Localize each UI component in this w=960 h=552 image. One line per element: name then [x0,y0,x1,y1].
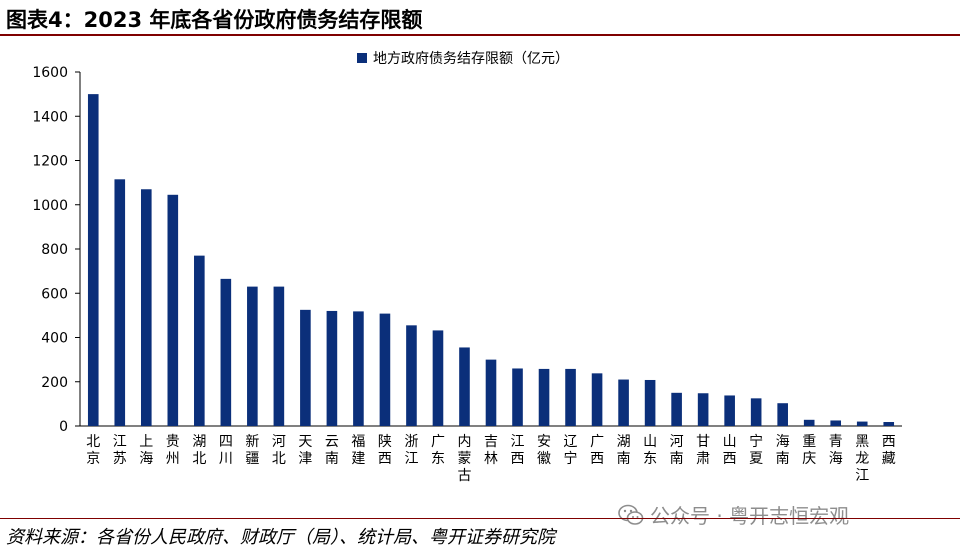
bar-天津 [300,309,311,426]
bar-江西 [512,368,523,426]
x-category-label: 新疆 [245,434,259,467]
bar-甘肃 [697,393,709,426]
bar-浙江 [406,325,417,426]
bar-云南 [326,310,338,426]
x-category-label: 重庆 [802,434,816,467]
y-tick-label: 400 [41,331,68,347]
x-category-label: 河北 [272,434,286,467]
x-category-label: 甘肃 [696,434,710,467]
x-category-label: 江西 [511,434,525,467]
bar-海南 [777,403,788,426]
bar-吉林 [485,359,497,426]
y-tick-label: 800 [41,242,68,258]
legend-swatch [357,53,367,63]
bar-黑龙江 [856,421,868,426]
bar-北京 [87,94,99,426]
y-tick-label: 1000 [32,198,68,214]
x-category-label: 陕西 [378,434,392,467]
y-tick-label: 1600 [32,65,68,81]
x-category-label: 山西 [723,434,737,467]
legend: 地方政府债务结存限额（亿元） [357,51,569,67]
bar-贵州 [167,194,179,426]
bar-湖南 [618,379,629,426]
x-category-label: 浙江 [404,434,418,467]
x-category-label: 河南 [670,434,684,467]
x-category-label: 吉林 [484,434,498,467]
x-category-label: 黑龙江 [855,434,869,484]
bar-山西 [724,395,735,426]
bars [87,94,895,426]
x-category-label: 青海 [829,434,843,467]
bar-辽宁 [565,368,576,426]
bar-chart: 地方政府债务结存限额（亿元） 0 200 400 600 800 1000 1200 1400… [32,51,902,484]
bar-内蒙古 [459,347,470,426]
bar-重庆 [803,419,815,426]
x-category-label: 宁夏 [749,433,763,467]
x-category-label: 江苏 [113,434,127,467]
bar-广东 [432,330,444,426]
x-category-label: 四川 [219,434,233,467]
x-category-label: 贵州 [166,434,180,467]
bar-广西 [591,373,603,426]
x-category-label: 湖北 [192,434,206,467]
x-category-labels: 北京江苏上海贵州湖北四川新疆河北天津云南福建陕西浙江广东内蒙古吉林江西安徽辽宁广… [86,433,895,484]
x-category-label: 广西 [590,434,604,467]
source-note: 资料来源：各省份人民政府、财政厅（局）、统计局、粤开证券研究院 [6,527,555,548]
x-category-label: 山东 [643,434,657,467]
x-category-label: 上海 [139,434,153,467]
bar-宁夏 [750,398,762,426]
bar-山东 [644,379,656,426]
x-category-label: 西藏 [882,434,896,467]
bar-新疆 [247,286,258,426]
y-tick-label: 1200 [32,154,68,170]
bar-西藏 [883,422,895,426]
y-tick-label: 600 [41,286,68,302]
legend-label: 地方政府债务结存限额（亿元） [373,51,569,67]
x-category-label: 天津 [298,434,312,467]
x-category-label: 海南 [776,434,790,467]
x-category-label: 辽宁 [564,434,578,467]
figure-title: 图表4：2023 年底各省份政府债务结存限额 [6,8,423,32]
watermark-text: 公众号 · 粤开志恒宏观 [650,504,850,528]
y-tick-labels: 0 200 400 600 800 1000 1200 1400 1600 [32,65,68,435]
y-tick-label: 1400 [32,109,68,125]
x-category-label: 福建 [351,434,365,467]
bar-青海 [830,420,842,426]
y-tick-label: 200 [41,375,68,391]
bar-陕西 [379,313,391,426]
bar-福建 [353,311,364,426]
bar-河北 [273,286,285,426]
x-category-label: 北京 [86,434,100,467]
x-category-label: 广东 [431,434,445,467]
bar-安徽 [538,368,550,426]
bar-上海 [140,189,152,426]
x-category-label: 内蒙古 [457,434,471,484]
bar-湖北 [194,255,205,426]
wechat-icon [618,504,644,525]
x-category-label: 云南 [325,434,339,467]
y-tick-label: 0 [59,419,68,435]
watermark: 公众号 · 粤开志恒宏观 [618,500,849,529]
bar-江苏 [114,179,126,426]
source-rule [0,518,960,519]
bar-四川 [220,278,232,426]
title-rule [0,34,960,36]
bar-河南 [671,392,682,426]
x-category-label: 安徽 [537,434,551,467]
x-category-label: 湖南 [617,434,631,467]
